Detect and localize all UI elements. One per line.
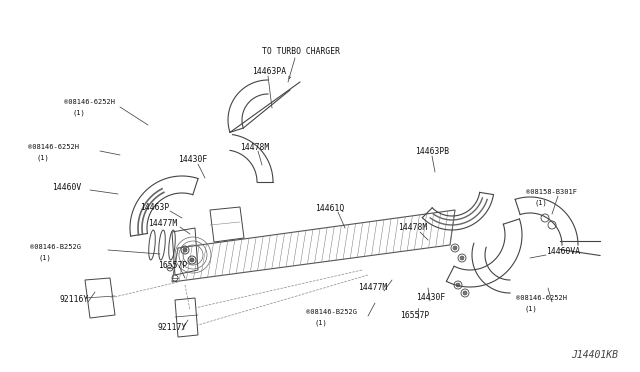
Text: 92117Y: 92117Y <box>158 324 188 333</box>
Text: 92116Y: 92116Y <box>60 295 89 305</box>
Text: ®08146-6252H: ®08146-6252H <box>64 99 115 105</box>
Text: 14460VA: 14460VA <box>546 247 580 257</box>
Circle shape <box>460 256 464 260</box>
Text: 14478M: 14478M <box>398 224 428 232</box>
Text: 14430F: 14430F <box>416 294 445 302</box>
Text: 14477M: 14477M <box>148 219 177 228</box>
Text: J14401KB: J14401KB <box>571 350 618 360</box>
Circle shape <box>183 248 187 252</box>
Text: 14463PA: 14463PA <box>252 67 286 77</box>
Text: (1): (1) <box>38 255 51 261</box>
Circle shape <box>463 291 467 295</box>
Circle shape <box>453 246 457 250</box>
Circle shape <box>190 258 194 262</box>
Text: ®08146-B252G: ®08146-B252G <box>30 244 81 250</box>
Text: (1): (1) <box>36 155 49 161</box>
Text: 14477M: 14477M <box>358 283 387 292</box>
Text: (1): (1) <box>72 110 84 116</box>
Text: ®08146-6252H: ®08146-6252H <box>28 144 79 150</box>
Text: ®08158-B301F: ®08158-B301F <box>526 189 577 195</box>
Text: (1): (1) <box>314 320 327 326</box>
Text: 16557P: 16557P <box>400 311 429 320</box>
Text: 14461Q: 14461Q <box>315 203 344 212</box>
Text: 14460V: 14460V <box>52 183 81 192</box>
Text: 14478M: 14478M <box>240 142 269 151</box>
Circle shape <box>456 283 460 287</box>
Text: (1): (1) <box>524 306 537 312</box>
Text: TO TURBO CHARGER: TO TURBO CHARGER <box>262 48 340 57</box>
Text: ®08146-B252G: ®08146-B252G <box>306 309 357 315</box>
Text: ®08146-6252H: ®08146-6252H <box>516 295 567 301</box>
Text: (1): (1) <box>534 200 547 206</box>
Text: 14463PB: 14463PB <box>415 148 449 157</box>
Text: 14463P: 14463P <box>140 203 169 212</box>
Text: 14430F: 14430F <box>178 155 207 164</box>
Text: 16557P: 16557P <box>158 260 188 269</box>
